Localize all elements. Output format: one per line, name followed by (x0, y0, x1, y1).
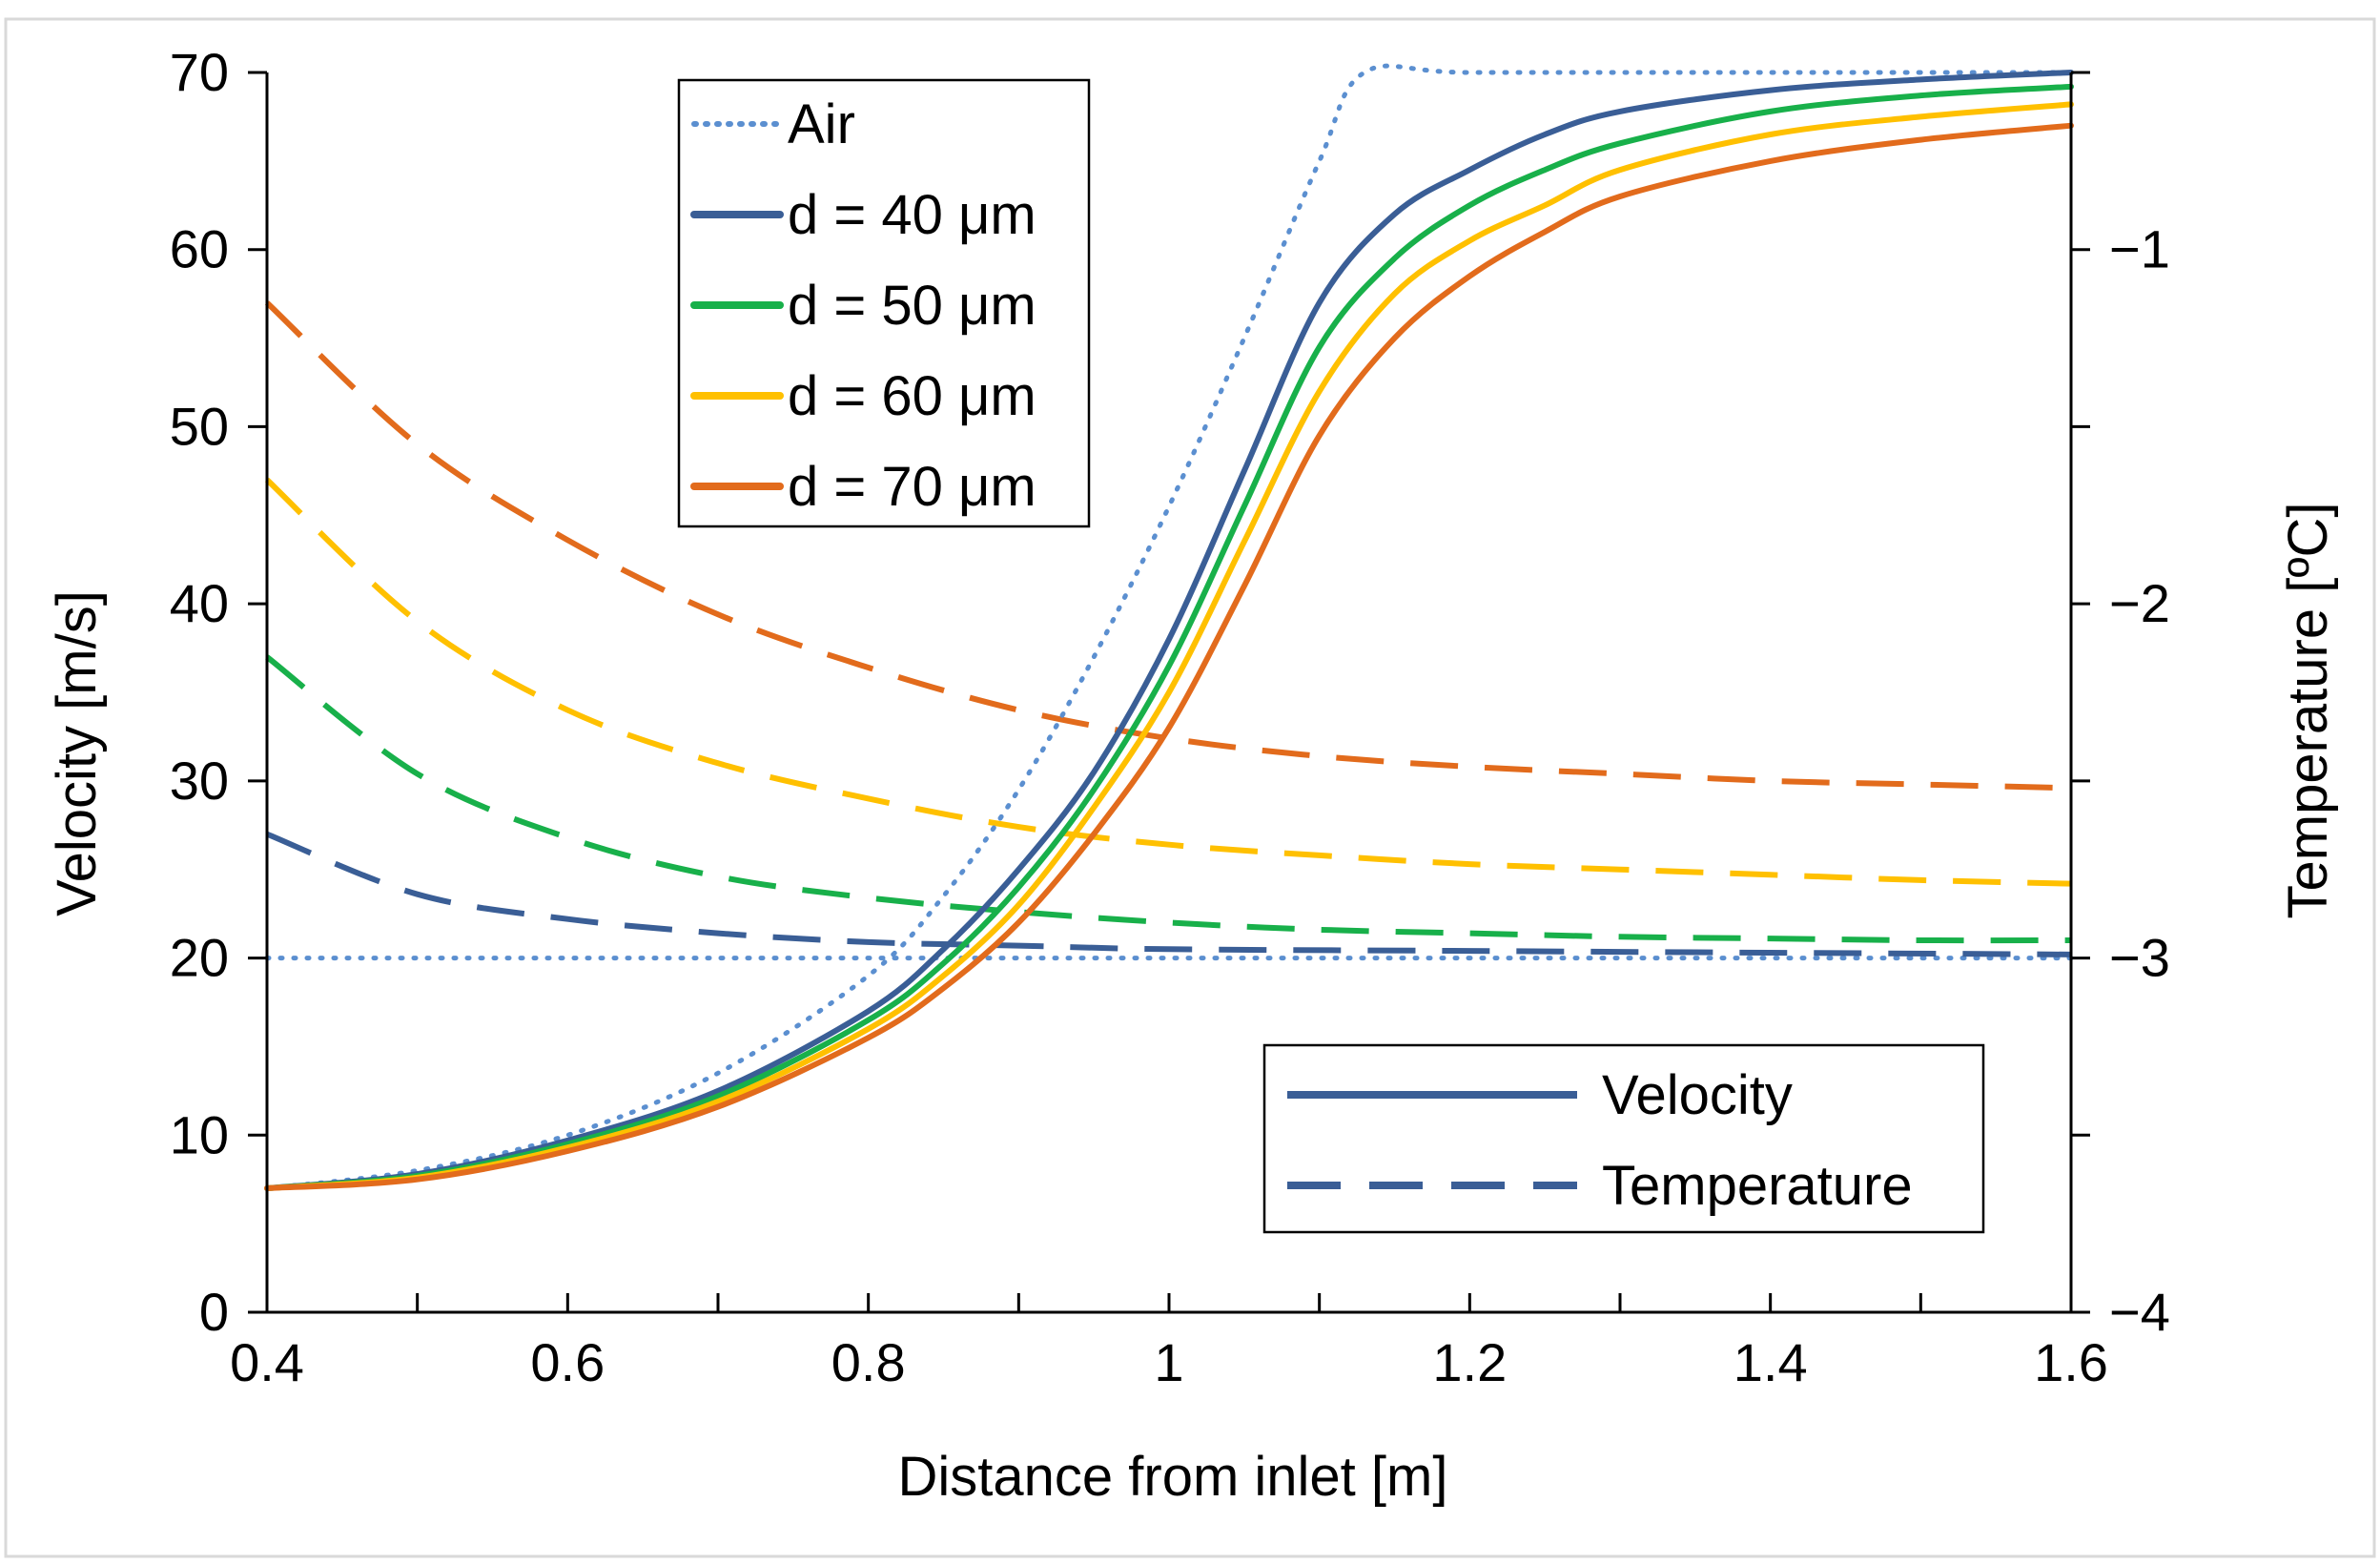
y2-tick-label: −3 (2109, 928, 2170, 988)
x-tick-label: 1.2 (1432, 1332, 1507, 1392)
temperature-line-4 (264, 300, 2072, 792)
y2-tick-label: −1 (2109, 219, 2170, 279)
y2-tick-label: −2 (2109, 573, 2170, 633)
temperature-line-2 (265, 654, 2072, 944)
legend-label-air: Air (788, 93, 855, 155)
x-tick-label: 1.6 (2034, 1332, 2108, 1392)
chart-frame (4, 17, 2376, 1558)
y-tick-label: 30 (170, 751, 229, 811)
y-tick-label: 40 (170, 573, 229, 633)
legend-series: Air d = 40 μm d = 50 μm d = 60 μm d = 70 μm (677, 78, 1091, 528)
temperature-line-3 (264, 477, 2072, 887)
velocity-line-2 (264, 83, 2074, 1191)
x-tick-label: 0.6 (530, 1332, 605, 1392)
legend-style: Velocity Temperature (1262, 1043, 1985, 1234)
x-tick-label: 1 (1154, 1332, 1183, 1392)
plot-area (264, 63, 2074, 1191)
velocity-line-1 (264, 70, 2074, 1191)
legend-style-box (1262, 1043, 1985, 1234)
y-tick-label: 0 (199, 1282, 229, 1342)
legend-label-d60: d = 60 μm (788, 365, 1036, 427)
velocity-line-4 (264, 122, 2074, 1191)
legend-temperature-label: Temperature (1602, 1155, 1913, 1217)
y-tick-label: 60 (170, 219, 229, 279)
legend-label-d40: d = 40 μm (788, 184, 1036, 246)
legend-label-d50: d = 50 μm (788, 275, 1036, 337)
legend-velocity-label: Velocity (1602, 1064, 1793, 1126)
y-tick-label: 70 (170, 42, 229, 102)
y-axis-label: Velocity [m/s] (46, 590, 108, 916)
x-axis-label: Distance from inlet [m] (898, 1446, 1448, 1508)
axes: 0.4 0.6 0.8 1 1.2 1.4 1.6 0 10 20 30 40 50 60 70 −4 −3 −2… (170, 42, 2170, 1392)
y-tick-label: 10 (170, 1104, 229, 1164)
y2-axis-label: Temperature [ºC] (2277, 502, 2339, 918)
y2-tick-label: −4 (2109, 1282, 2170, 1342)
y-tick-label: 50 (170, 396, 229, 456)
y-tick-label: 20 (170, 928, 229, 988)
x-tick-label: 0.4 (230, 1332, 304, 1392)
x-tick-label: 1.4 (1734, 1332, 1808, 1392)
temperature-line-1 (265, 831, 2072, 957)
legend-label-d70: d = 70 μm (788, 456, 1036, 518)
x-tick-label: 0.8 (831, 1332, 906, 1392)
velocity-line-3 (264, 101, 2074, 1191)
